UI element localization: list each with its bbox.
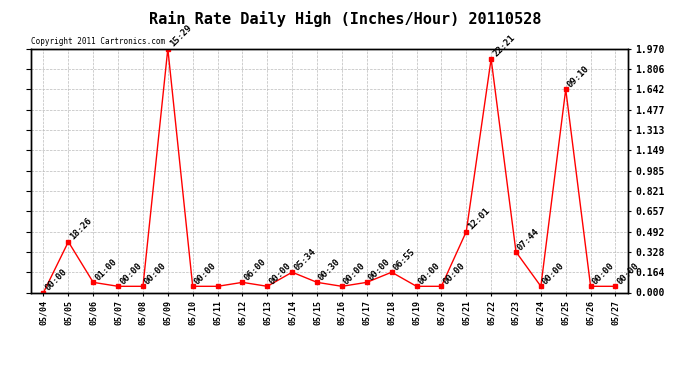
Text: 22:21: 22:21 <box>491 33 517 59</box>
Text: 00:00: 00:00 <box>367 257 392 282</box>
Text: 00:00: 00:00 <box>43 267 69 292</box>
Text: 00:00: 00:00 <box>591 261 616 286</box>
Text: 00:00: 00:00 <box>143 261 168 286</box>
Text: 01:00: 01:00 <box>93 257 119 282</box>
Text: 00:00: 00:00 <box>442 261 466 286</box>
Text: 00:00: 00:00 <box>193 261 218 286</box>
Text: 12:01: 12:01 <box>466 206 491 232</box>
Text: 06:00: 06:00 <box>242 257 268 282</box>
Text: 00:00: 00:00 <box>417 261 442 286</box>
Text: 07:44: 07:44 <box>516 226 542 252</box>
Text: 18:26: 18:26 <box>68 216 94 242</box>
Text: 00:00: 00:00 <box>615 261 641 286</box>
Text: 00:00: 00:00 <box>342 261 367 286</box>
Text: 00:00: 00:00 <box>541 261 566 286</box>
Text: 09:10: 09:10 <box>566 64 591 89</box>
Text: Rain Rate Daily High (Inches/Hour) 20110528: Rain Rate Daily High (Inches/Hour) 20110… <box>149 11 541 27</box>
Text: 06:55: 06:55 <box>392 247 417 272</box>
Text: Copyright 2011 Cartronics.com: Copyright 2011 Cartronics.com <box>31 38 165 46</box>
Text: 00:30: 00:30 <box>317 257 342 282</box>
Text: 00:00: 00:00 <box>118 261 144 286</box>
Text: 05:34: 05:34 <box>292 247 317 272</box>
Text: 00:00: 00:00 <box>267 261 293 286</box>
Text: 15:29: 15:29 <box>168 23 193 49</box>
